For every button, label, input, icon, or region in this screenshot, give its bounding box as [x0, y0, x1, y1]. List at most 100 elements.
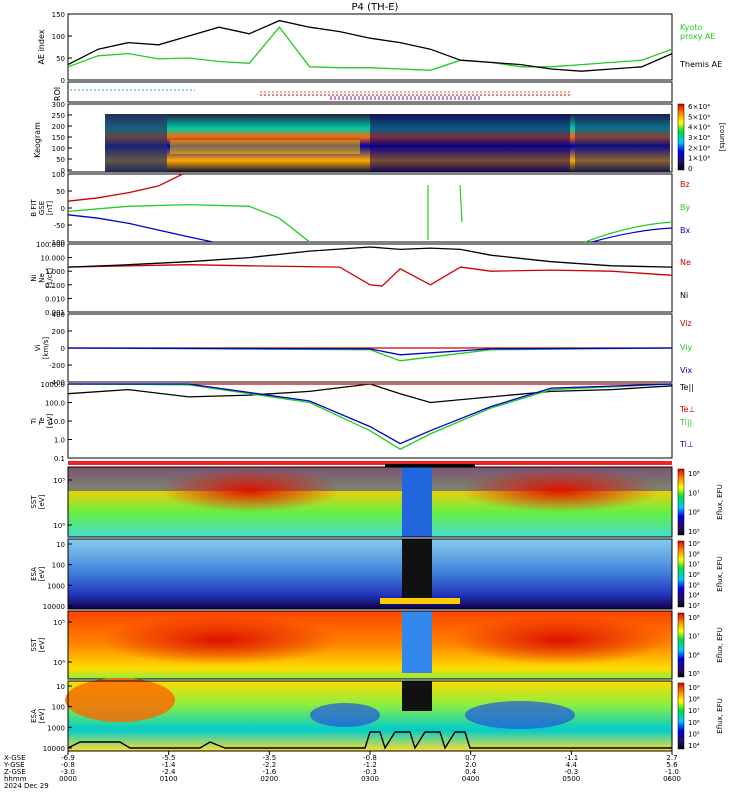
x-axis-value-t: 0300	[361, 775, 379, 783]
esa-i-colorbar-label: 10⁴	[688, 742, 700, 750]
density-tick-label: 1.000	[45, 268, 65, 276]
sst-e-colorbar-label: 10⁵	[688, 528, 700, 536]
sst-i-yticks: 10⁶ 10⁵	[53, 619, 72, 667]
v-ylabel-1: Vi	[34, 345, 42, 352]
x-axis-value-x: -0.8	[363, 754, 377, 762]
legend-ti-perp: Ti⊥	[679, 440, 694, 449]
x-axis-value-z: -2.4	[162, 768, 176, 776]
legend-kyoto-line2: proxy AE	[680, 32, 715, 41]
keogram-colorbar-unit: [counts]	[718, 123, 726, 152]
legend-ti-par: Ti||	[679, 418, 692, 427]
x-axis-value-t: 0400	[462, 775, 480, 783]
series-line-te	[67, 383, 673, 404]
legend-by: By	[680, 203, 690, 212]
x-axis-value-x: -1.1	[564, 754, 578, 762]
esa-i-colorbar-label: 10⁸	[688, 696, 700, 704]
temperature-series-lines	[67, 383, 673, 450]
esa-i-colorbar-unit: Eflux, EFU	[716, 698, 724, 733]
roi-label: ROI	[53, 87, 62, 101]
esa-e-label-2: [eV]	[38, 566, 46, 581]
x-axis-row-label: Z-GSE	[4, 768, 26, 776]
x-axis-value-x: 2.7	[666, 754, 677, 762]
keogram-colorbar-label: 3×10⁴	[688, 134, 710, 142]
temperature-tick-label: 1.0	[54, 437, 65, 445]
esa-i-colorbar-label: 10⁷	[688, 707, 700, 715]
keogram-tick-label: 250	[52, 112, 65, 120]
keogram-tick-label: 150	[52, 134, 65, 142]
esa-e-colorbar-label: 10⁵	[688, 581, 700, 589]
chart-title: P4 (TH-E)	[352, 2, 399, 13]
esa-i-label-2: [eV]	[38, 708, 46, 723]
temperature-tick-label: 1000.0	[41, 381, 66, 389]
esa-e-colorbar-unit: Eflux, EFU	[716, 556, 724, 591]
velocity-tick-label: -400	[49, 379, 65, 387]
esa-e-colorbar-label: 10³	[688, 602, 700, 610]
sst-e-colorbar-unit: Eflux, EFU	[716, 484, 724, 519]
n-ylabel-2: Ne	[38, 273, 46, 283]
density-tick-label: 0.001	[45, 309, 65, 317]
sst-ion-spectrogram: SST [eV] 10⁶ 10⁵ 10⁸ 10⁷ 10⁶ 10⁵ Eflux, EFU	[30, 610, 724, 680]
keogram-tick-label: 300	[52, 101, 65, 109]
sst-e-colorbar-label: 10⁷	[688, 489, 700, 497]
esa-i-tick-label: 100	[52, 704, 65, 712]
x-axis-value-y: 5.6	[666, 761, 678, 769]
velocity-tick-label: -200	[49, 362, 65, 370]
sst-electron-spectrogram: SST [eV] 10⁶ 10⁵ 10⁸ 10⁷ 10⁶ 10⁵ Eflux, EFU	[30, 466, 724, 538]
temperature-panel: Ti Te [eV] 0.1 1.0 10.0 100.0 1000.0 Te|| Te…	[30, 381, 695, 463]
series-line-ti	[67, 383, 673, 450]
b-yticks: -100 -50 0 50 100	[49, 171, 72, 247]
x-axis-value-t: 0500	[562, 775, 580, 783]
x-axis-row-label: 2024 Dec 29	[4, 782, 49, 790]
esa-i-label-1: ESA	[30, 709, 38, 723]
keogram-colorbar-label: 1×10⁴	[688, 155, 710, 163]
series-line-by	[67, 203, 311, 243]
esa-i-tick-label: 10000	[43, 745, 65, 753]
esa-i-colorbar-ticks: 10⁹ 10⁸ 10⁷ 10⁶ 10⁵ 10⁴	[688, 684, 700, 750]
n-ylabel-3: [1/cc]	[46, 268, 54, 288]
t-ylabel-2: Te	[38, 417, 46, 425]
x-axis-value-t: 0000	[59, 775, 77, 783]
ae-tick-label: 50	[56, 55, 65, 63]
esa-e-label-1: ESA	[30, 567, 38, 581]
x-axis-value-x: -6.9	[61, 754, 75, 762]
series-line-ne	[67, 264, 673, 287]
density-panel: Ni Ne [1/cc] 0.001 0.010 0.100 1.000 10.000 1…	[30, 241, 691, 317]
x-axis-value-t: 0100	[160, 775, 178, 783]
keogram-yticks: 0 50 100 150 200 250 300	[52, 101, 72, 175]
b-ylabel-1: B FIT	[30, 199, 38, 217]
sst-e-colorbar-label: 10⁸	[688, 470, 700, 478]
x-axis-value-x: -5.5	[162, 754, 176, 762]
esa-i-colorbar-label: 10⁶	[688, 719, 700, 727]
density-tick-label: 0.010	[45, 295, 65, 303]
velocity-panel: Vi [km/s] -400 -200 0 200 400 Viz Viy Vix	[34, 311, 693, 387]
ae-tick-label: 0	[61, 77, 65, 85]
esa-i-tick-label: 10	[56, 683, 65, 691]
keogram-ylabel: Keogram	[33, 122, 42, 158]
ae-ylabel: AE index	[37, 29, 46, 64]
sst-i-colorbar-ticks: 10⁸ 10⁷ 10⁶ 10⁵	[688, 614, 700, 678]
legend-kyoto-line1: Kyoto	[680, 23, 702, 32]
series-line-bz	[67, 173, 184, 202]
legend-themis: Themis AE	[679, 60, 722, 69]
x-axis-value-y: -0.8	[61, 761, 75, 769]
x-axis-value-t: 0200	[260, 775, 278, 783]
x-axis-value-t: 0600	[663, 775, 681, 783]
b-tick-label: 0	[61, 205, 65, 213]
sst-i-colorbar-label: 10⁷	[688, 633, 700, 641]
x-axis-value-y: -1.2	[363, 761, 377, 769]
velocity-series-lines	[67, 347, 673, 362]
sst-e-tick-label: 10⁶	[53, 522, 65, 530]
esa-e-colorbar-label: 10⁷	[688, 561, 700, 569]
sst-e-tick-label: 10⁵	[53, 477, 65, 485]
esa-i-colorbar-label: 10⁵	[688, 730, 700, 738]
sst-e-yticks: 10⁶ 10⁵	[53, 477, 72, 530]
esa-i-tick-label: 1000	[47, 724, 65, 732]
sst-i-colorbar-unit: Eflux, EFU	[716, 627, 724, 662]
ae-index-panel: AE index 0 50 100 150 Kyoto proxy AE Themis…	[37, 11, 722, 85]
sst-i-colorbar-label: 10⁸	[688, 614, 700, 622]
sst-i-colorbar-label: 10⁶	[688, 651, 700, 659]
keogram-colorbar-label: 6×10⁴	[688, 103, 710, 111]
